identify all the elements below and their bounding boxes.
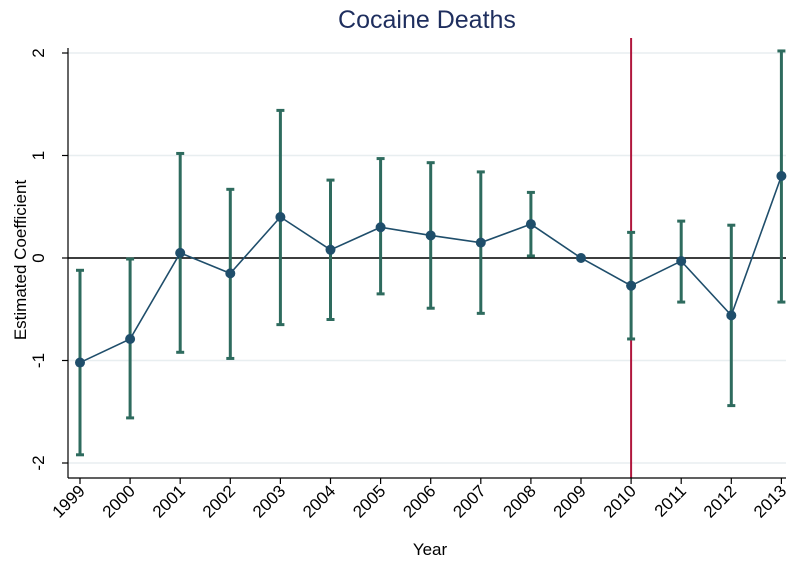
data-point	[676, 256, 687, 267]
x-tick-label: 2010	[600, 481, 640, 521]
data-point	[375, 222, 386, 233]
data-point	[175, 247, 186, 258]
y-tick-label: 1	[29, 151, 48, 160]
y-axis-label: Estimated Coefficient	[11, 180, 30, 341]
data-point	[475, 237, 486, 248]
axes	[67, 48, 786, 479]
x-tick-label: 2008	[500, 481, 540, 521]
y-tick-label: 0	[29, 253, 48, 262]
x-tick-label: 2012	[700, 481, 740, 521]
x-ticks: 1999 2000 2001 2002 2003 2004 2005 2006 2007 2008…	[49, 478, 788, 522]
x-tick-label: 2011	[651, 481, 690, 520]
x-tick-label: 2001	[149, 481, 189, 521]
data-point	[75, 357, 85, 368]
x-tick-label: 2004	[299, 481, 339, 521]
y-tick-label: -2	[29, 455, 48, 470]
chart-title: Cocaine Deaths	[338, 6, 516, 34]
data-point	[275, 212, 286, 222]
data-point	[225, 268, 236, 279]
data-point	[726, 310, 737, 321]
data-point	[325, 244, 336, 255]
data-point	[776, 171, 787, 181]
data-point	[125, 333, 136, 344]
x-tick-label: 2003	[249, 481, 289, 521]
x-axis-label: Year	[413, 540, 448, 559]
x-tick-label: 2005	[349, 481, 389, 521]
x-tick-label: 2009	[550, 481, 590, 521]
data-points	[75, 171, 787, 368]
data-point	[525, 219, 536, 230]
y-tick-label: 2	[29, 48, 48, 57]
data-point	[626, 280, 637, 291]
y-tick-label: -1	[29, 353, 48, 368]
x-tick-label: 2006	[399, 481, 439, 521]
x-tick-label: 2002	[199, 481, 239, 521]
x-tick-label: 2013	[750, 481, 788, 521]
y-ticks: 2 1 0 -1 -2	[29, 48, 68, 471]
x-tick-label: 2007	[449, 481, 489, 521]
x-tick-label: 1999	[49, 481, 89, 521]
x-tick-label: 2000	[99, 481, 139, 521]
data-point	[576, 253, 586, 263]
data-point	[425, 230, 436, 241]
